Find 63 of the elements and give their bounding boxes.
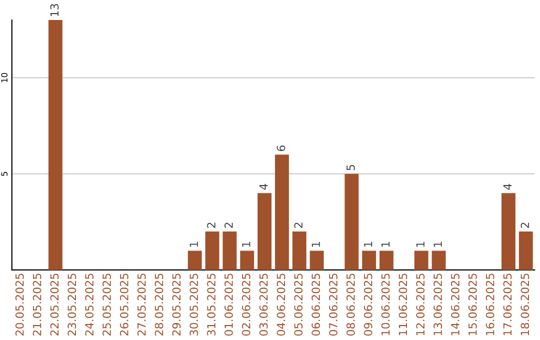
data-label: 4: [503, 184, 512, 190]
x-tick-label: 21.05.2025: [32, 274, 42, 336]
bar: [344, 174, 359, 270]
data-label: 2: [520, 222, 529, 228]
x-tick-label: 15.06.2025: [468, 274, 477, 336]
bar: [362, 250, 376, 270]
bar: [258, 193, 272, 270]
data-label: 13: [50, 4, 59, 16]
x-tick-label: 29.05.2025: [172, 274, 181, 336]
x-tick-label: 13.06.2025: [434, 274, 442, 336]
data-label: 4: [259, 184, 268, 190]
bar: [414, 250, 428, 270]
x-tick-label: 26.05.2025: [120, 274, 128, 336]
data-label: 1: [312, 242, 320, 247]
data-label: 2: [294, 222, 302, 228]
x-tick-label: 12.06.2025: [416, 274, 425, 336]
data-label: 1: [364, 242, 372, 247]
x-tick-label: 24.05.2025: [85, 274, 94, 336]
data-label: 6: [276, 145, 286, 152]
x-tick-label: 06.06.2025: [312, 274, 320, 336]
x-tick-label: 01.06.2025: [224, 274, 233, 336]
x-tick-label: 11.06.2025: [398, 274, 408, 336]
x-tick-label: 28.05.2025: [154, 274, 164, 336]
data-label: 1: [190, 242, 198, 247]
data-label: 1: [381, 242, 390, 247]
bar: [292, 232, 306, 270]
x-tick-label: 30.05.2025: [190, 274, 198, 336]
x-tick-label: 31.05.2025: [207, 274, 216, 336]
x-tick-label: 07.06.2025: [329, 274, 338, 336]
data-label: 1: [416, 242, 424, 247]
y-tick-label: 10: [1, 72, 8, 82]
bar: [501, 193, 516, 270]
data-label: 1: [434, 242, 442, 247]
bar: [222, 232, 237, 270]
x-tick-label: 16.06.2025: [486, 274, 494, 336]
bar: [48, 20, 62, 270]
x-tick-label: 10.06.2025: [381, 274, 390, 336]
x-tick-label: 03.06.2025: [259, 274, 268, 336]
x-tick-label: 08.06.2025: [346, 274, 355, 336]
x-tick-label: 05.06.2025: [294, 274, 303, 336]
data-label: 2: [224, 222, 233, 228]
x-tick-label: 20.05.2025: [15, 274, 24, 336]
x-tick-label: 22.05.2025: [50, 274, 59, 336]
bar: [274, 154, 289, 270]
x-tick-label: 25.05.2025: [102, 274, 111, 336]
data-label: 1: [242, 242, 250, 247]
x-tick-label: 02.06.2025: [242, 274, 250, 336]
x-tick-label: 04.06.2025: [276, 274, 286, 336]
data-label: 5: [346, 164, 355, 170]
data-label: 2: [207, 222, 216, 228]
bar: [380, 250, 394, 270]
x-tick-label: 09.06.2025: [364, 274, 372, 336]
x-tick-label: 18.06.2025: [520, 274, 530, 336]
bar: [240, 250, 254, 270]
bar: [432, 250, 446, 270]
x-tick-label: 27.05.2025: [137, 274, 146, 336]
bar: [205, 232, 220, 270]
bar: [188, 250, 202, 270]
x-tick-label: 23.05.2025: [68, 274, 76, 336]
x-tick-label: 17.06.2025: [503, 274, 512, 336]
bar: [310, 250, 324, 270]
x-tick-label: 14.06.2025: [451, 274, 460, 336]
bar: [518, 232, 533, 270]
